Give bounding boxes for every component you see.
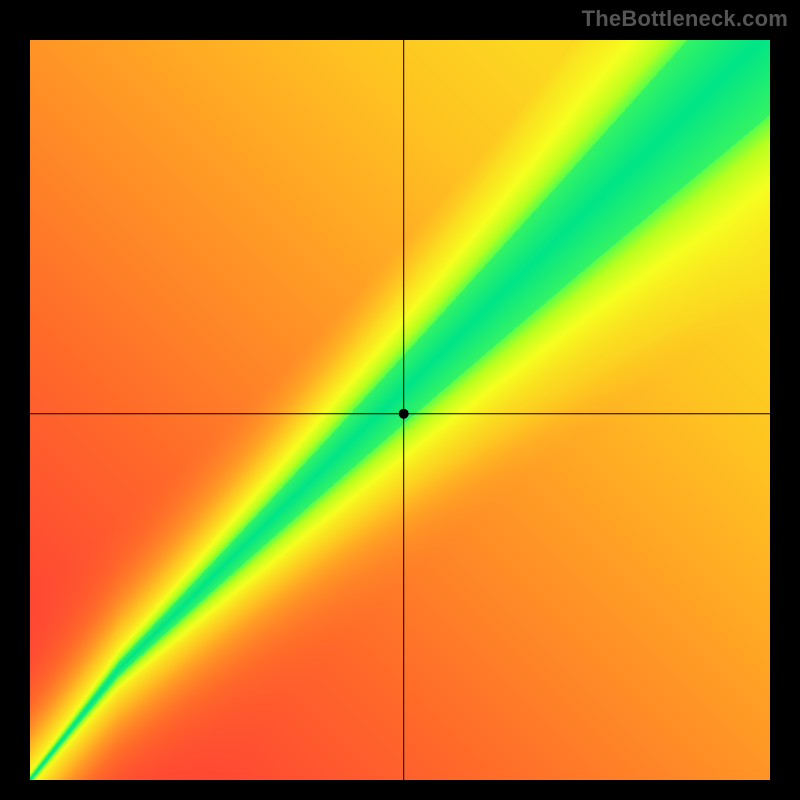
chart-container: TheBottleneck.com (0, 0, 800, 800)
watermark-text: TheBottleneck.com (582, 6, 788, 32)
crosshair-marker (399, 409, 409, 419)
crosshair-overlay (30, 40, 770, 780)
